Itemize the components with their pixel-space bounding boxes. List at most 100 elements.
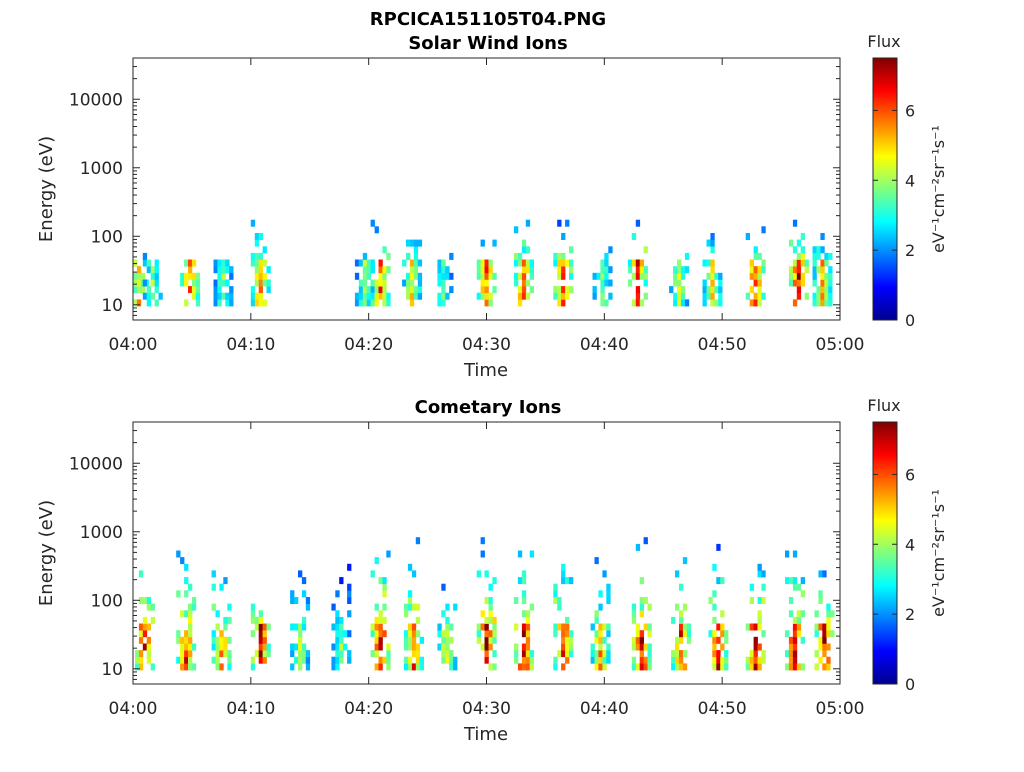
heatmap-cell xyxy=(374,643,379,651)
heatmap-cell xyxy=(718,272,723,280)
heatmap-cell xyxy=(800,279,805,287)
heatmap-cell xyxy=(749,663,754,671)
heatmap-cell xyxy=(820,266,825,274)
heatmap-cell xyxy=(188,656,193,664)
heatmap-cell xyxy=(488,643,493,651)
heatmap-cell xyxy=(188,266,193,274)
heatmap-cell xyxy=(788,656,794,664)
heatmap-cell xyxy=(569,272,574,280)
heatmap-cell xyxy=(354,259,360,267)
heatmap-cell xyxy=(227,636,232,644)
heatmap-cell xyxy=(521,246,527,254)
heatmap-cell xyxy=(757,663,762,671)
heatmap-cell xyxy=(347,610,352,618)
heatmap-cell xyxy=(675,656,680,664)
heatmap-cell xyxy=(217,286,222,294)
heatmap-cell xyxy=(749,656,754,664)
heatmap-cell xyxy=(191,279,197,287)
heatmap-cell xyxy=(488,272,493,280)
heatmap-cell xyxy=(362,272,368,280)
heatmap-cell xyxy=(406,286,411,294)
heatmap-cell xyxy=(785,630,790,638)
heatmap-cell xyxy=(702,259,707,267)
heatmap-cell xyxy=(561,292,566,300)
heatmap-cell xyxy=(643,663,648,671)
heatmap-cell xyxy=(820,299,825,307)
heatmap-cell xyxy=(480,292,485,300)
heatmap-cell xyxy=(635,623,641,631)
heatmap-cell xyxy=(227,603,232,611)
heatmap-cell xyxy=(712,603,717,611)
heatmap-cell xyxy=(565,643,570,651)
heatmap-cell xyxy=(250,656,256,664)
heatmap-cell xyxy=(484,286,489,294)
heatmap-cell xyxy=(816,252,821,260)
heatmap-cell xyxy=(677,299,682,307)
heatmap-cell xyxy=(788,610,794,618)
heatmap-cell xyxy=(488,292,493,300)
heatmap-cell xyxy=(792,219,798,227)
heatmap-cell xyxy=(724,650,729,658)
heatmap-cell xyxy=(374,623,379,631)
heatmap-cell xyxy=(521,272,527,280)
heatmap-cell xyxy=(335,616,340,624)
heatmap-cell xyxy=(561,272,566,280)
heatmap-cell xyxy=(476,259,481,267)
heatmap-cell xyxy=(407,643,413,651)
heatmap-cell xyxy=(598,650,603,658)
heatmap-cell xyxy=(525,623,531,631)
heatmap-cell xyxy=(370,279,375,287)
heatmap-cell xyxy=(682,650,688,658)
heatmap-cell xyxy=(215,636,220,644)
heatmap-cell xyxy=(757,610,762,618)
heatmap-cell xyxy=(219,636,224,644)
heatmap-cell xyxy=(800,272,805,280)
heatmap-cell xyxy=(561,570,566,578)
heatmap-cell xyxy=(150,663,155,671)
heatmap-cell xyxy=(818,623,823,631)
heatmap-cell xyxy=(488,610,493,618)
heatmap-cell xyxy=(822,636,827,644)
heatmap-cell xyxy=(529,266,534,274)
heatmap-cell xyxy=(757,656,762,664)
heatmap-cell xyxy=(792,656,798,664)
heatmap-cell xyxy=(140,272,146,280)
heatmap-cell xyxy=(710,233,715,240)
heatmap-cell xyxy=(262,299,267,307)
heatmap-cell xyxy=(517,299,523,307)
heatmap-cell xyxy=(229,299,234,307)
heatmap-cell xyxy=(358,299,364,307)
heatmap-cell xyxy=(406,279,411,287)
heatmap-cell xyxy=(445,630,450,638)
heatmap-cell xyxy=(788,272,794,280)
heatmap-cell xyxy=(290,663,295,671)
heatmap-cell xyxy=(266,286,271,294)
panel-title-solar-wind: Solar Wind Ions xyxy=(408,33,567,54)
heatmap-cell xyxy=(635,272,641,280)
heatmap-cell xyxy=(290,650,295,658)
heatmap-cell xyxy=(445,603,450,611)
heatmap-cell xyxy=(484,279,489,287)
heatmap-cell xyxy=(146,603,151,611)
heatmap-cell xyxy=(266,623,271,631)
heatmap-cell xyxy=(647,650,652,658)
heatmap-cell xyxy=(714,299,719,307)
heatmap-cell xyxy=(480,239,485,247)
heatmap-cell xyxy=(816,286,821,294)
heatmap-cell xyxy=(826,630,831,638)
heatmap-cell xyxy=(635,543,641,551)
heatmap-cell xyxy=(229,266,234,274)
heatmap-cell xyxy=(812,266,817,274)
heatmap-cell xyxy=(133,279,138,287)
heatmap-cell xyxy=(600,266,605,274)
heatmap-cell xyxy=(415,663,421,671)
heatmap-cell xyxy=(561,259,566,267)
heatmap-cell xyxy=(382,299,387,307)
heatmap-cell xyxy=(492,272,497,280)
heatmap-cell xyxy=(180,663,185,671)
heatmap-cell xyxy=(561,623,566,631)
heatmap-cell xyxy=(590,656,595,664)
heatmap-cell xyxy=(413,266,419,274)
heatmap-cell xyxy=(671,616,676,624)
heatmap-cell xyxy=(488,266,493,274)
